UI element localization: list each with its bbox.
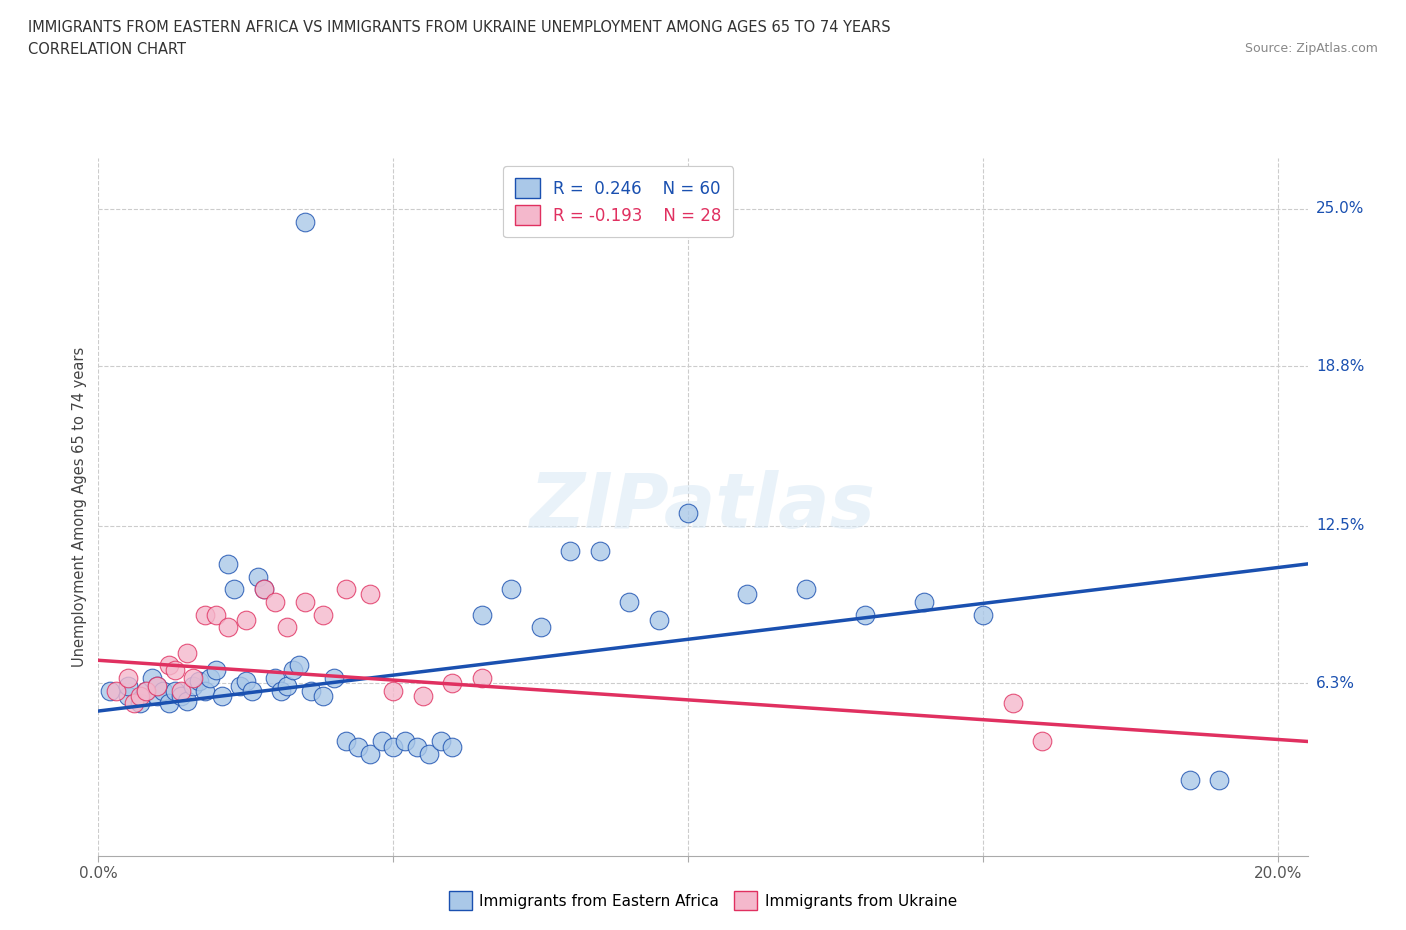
- Text: IMMIGRANTS FROM EASTERN AFRICA VS IMMIGRANTS FROM UKRAINE UNEMPLOYMENT AMONG AGE: IMMIGRANTS FROM EASTERN AFRICA VS IMMIGR…: [28, 20, 891, 35]
- Point: [853, 607, 876, 622]
- Point: [501, 582, 523, 597]
- Point: [122, 696, 145, 711]
- Point: [471, 607, 494, 622]
- Point: [560, 544, 582, 559]
- Point: [187, 673, 209, 688]
- Point: [648, 612, 671, 627]
- Point: [217, 620, 239, 635]
- Point: [530, 620, 553, 635]
- Point: [311, 688, 333, 703]
- Point: [1178, 772, 1201, 787]
- Point: [229, 678, 252, 693]
- Point: [117, 671, 139, 685]
- Point: [382, 684, 405, 698]
- Point: [418, 747, 440, 762]
- Point: [252, 582, 274, 597]
- Point: [181, 678, 204, 693]
- Point: [170, 688, 193, 703]
- Point: [678, 506, 700, 521]
- Point: [1208, 772, 1230, 787]
- Point: [382, 739, 405, 754]
- Point: [170, 684, 193, 698]
- Point: [200, 671, 222, 685]
- Point: [176, 694, 198, 709]
- Point: [441, 676, 464, 691]
- Point: [235, 612, 257, 627]
- Point: [135, 684, 157, 698]
- Point: [264, 594, 287, 609]
- Point: [794, 582, 817, 597]
- Point: [146, 678, 169, 693]
- Point: [141, 671, 163, 685]
- Point: [406, 739, 429, 754]
- Point: [394, 734, 416, 749]
- Text: 18.8%: 18.8%: [1316, 359, 1364, 374]
- Point: [205, 607, 228, 622]
- Point: [471, 671, 494, 685]
- Point: [335, 734, 357, 749]
- Point: [335, 582, 357, 597]
- Point: [165, 663, 187, 678]
- Point: [222, 582, 245, 597]
- Point: [441, 739, 464, 754]
- Point: [176, 645, 198, 660]
- Point: [146, 688, 169, 703]
- Point: [294, 214, 316, 229]
- Point: [165, 684, 187, 698]
- Text: ZIPatlas: ZIPatlas: [530, 470, 876, 544]
- Point: [311, 607, 333, 622]
- Point: [181, 671, 204, 685]
- Text: 12.5%: 12.5%: [1316, 518, 1364, 534]
- Point: [359, 747, 381, 762]
- Point: [288, 658, 311, 672]
- Point: [412, 688, 434, 703]
- Point: [299, 684, 322, 698]
- Point: [347, 739, 370, 754]
- Point: [735, 587, 758, 602]
- Legend: Immigrants from Eastern Africa, Immigrants from Ukraine: Immigrants from Eastern Africa, Immigran…: [441, 884, 965, 918]
- Point: [146, 678, 169, 693]
- Point: [323, 671, 346, 685]
- Point: [240, 684, 263, 698]
- Point: [157, 696, 180, 711]
- Point: [152, 684, 174, 698]
- Point: [294, 594, 316, 609]
- Point: [1001, 696, 1024, 711]
- Point: [117, 688, 139, 703]
- Text: CORRELATION CHART: CORRELATION CHART: [28, 42, 186, 57]
- Point: [270, 684, 292, 698]
- Point: [117, 678, 139, 693]
- Point: [128, 688, 150, 703]
- Point: [157, 658, 180, 672]
- Point: [264, 671, 287, 685]
- Y-axis label: Unemployment Among Ages 65 to 74 years: Unemployment Among Ages 65 to 74 years: [72, 347, 87, 667]
- Point: [972, 607, 994, 622]
- Point: [205, 663, 228, 678]
- Point: [912, 594, 935, 609]
- Point: [217, 556, 239, 571]
- Point: [370, 734, 392, 749]
- Point: [98, 684, 121, 698]
- Point: [246, 569, 269, 584]
- Point: [589, 544, 612, 559]
- Point: [105, 684, 128, 698]
- Point: [619, 594, 641, 609]
- Point: [211, 688, 233, 703]
- Point: [1031, 734, 1053, 749]
- Point: [235, 673, 257, 688]
- Point: [276, 678, 298, 693]
- Point: [194, 684, 217, 698]
- Text: 6.3%: 6.3%: [1316, 675, 1355, 691]
- Point: [194, 607, 217, 622]
- Point: [276, 620, 298, 635]
- Text: 25.0%: 25.0%: [1316, 201, 1364, 217]
- Point: [252, 582, 274, 597]
- Text: Source: ZipAtlas.com: Source: ZipAtlas.com: [1244, 42, 1378, 55]
- Point: [128, 696, 150, 711]
- Point: [429, 734, 451, 749]
- Point: [135, 684, 157, 698]
- Point: [281, 663, 304, 678]
- Legend: R =  0.246    N = 60, R = -0.193    N = 28: R = 0.246 N = 60, R = -0.193 N = 28: [503, 166, 734, 237]
- Point: [359, 587, 381, 602]
